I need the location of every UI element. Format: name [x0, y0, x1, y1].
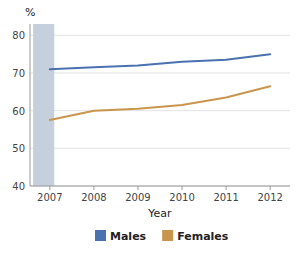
x-tick	[49, 186, 50, 190]
x-tick-label: 2010	[169, 192, 194, 203]
chart: 40 50 60 70 80 2007 2008 2009 2010 2011 2012 Year% M…	[0, 0, 300, 261]
legend-swatch	[162, 230, 173, 241]
y-axis-line	[30, 24, 31, 186]
x-tick	[270, 186, 271, 190]
series-line	[50, 54, 270, 69]
x-tick-label: 2008	[81, 192, 106, 203]
grid-line	[30, 110, 290, 111]
x-tick-label: 2012	[257, 192, 282, 203]
legend: Males Females	[95, 230, 229, 243]
x-tick	[93, 186, 94, 190]
y-tick-label: 50	[12, 143, 25, 154]
y-tick-label: 60	[12, 106, 25, 117]
grid-line	[30, 35, 290, 36]
highlight-band	[33, 24, 54, 186]
x-tick-label: 2007	[37, 192, 62, 203]
x-axis-line	[30, 186, 290, 187]
legend-label: Females	[177, 230, 229, 243]
y-tick-label: 80	[12, 30, 25, 41]
plot-area	[33, 24, 270, 186]
x-tick	[137, 186, 138, 190]
y-tick-label: 40	[12, 181, 25, 192]
y-tick-label: 70	[12, 68, 25, 79]
grid-line	[30, 72, 290, 73]
x-tick-label: 2009	[125, 192, 150, 203]
series-line	[50, 86, 270, 120]
x-tick	[226, 186, 227, 190]
y-axis-label: %	[25, 6, 35, 19]
legend-label: Males	[110, 230, 147, 243]
x-axis-label: Year	[147, 207, 172, 220]
grid-line	[30, 148, 290, 149]
x-tick	[182, 186, 183, 190]
legend-swatch	[95, 230, 106, 241]
x-tick-label: 2011	[213, 192, 238, 203]
grid-line	[30, 186, 290, 187]
